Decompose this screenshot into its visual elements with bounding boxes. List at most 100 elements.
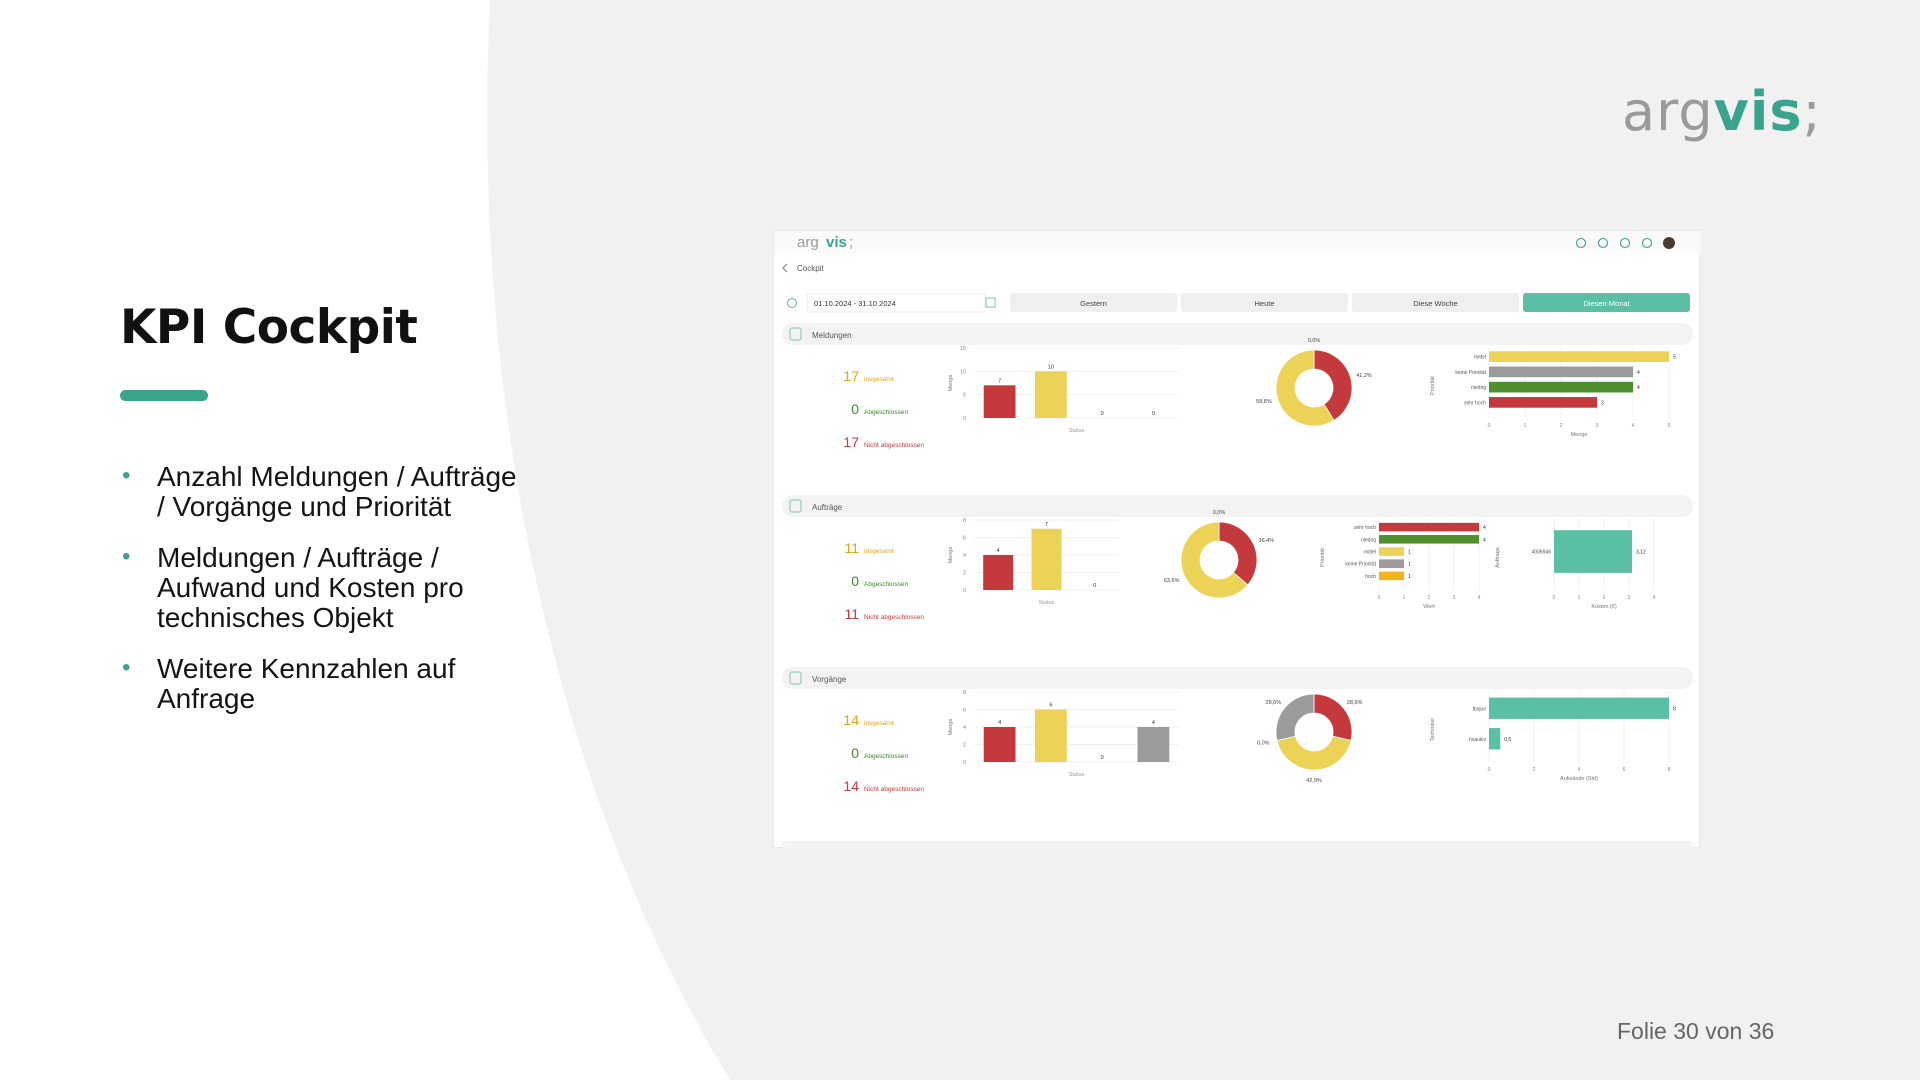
bar-tick-label: 15 xyxy=(960,346,966,352)
bar-tick-label: 10 xyxy=(960,369,966,375)
bar-value-label: 6 xyxy=(1049,703,1052,709)
section-icon xyxy=(789,499,802,513)
kpi-label: Abgeschlossen xyxy=(864,409,908,416)
bar-tick-label: 0 xyxy=(963,760,966,766)
bar-tick-label: 6 xyxy=(963,708,966,714)
hbar-tick-label: 8 xyxy=(1668,767,1671,773)
hbar xyxy=(1489,697,1669,719)
app-screenshot-canvas: arg vis ; Cockpit 01.10.2024 - 31.10.2024 Ges… xyxy=(774,231,1701,849)
donut-slice-label: 0,0% xyxy=(1257,741,1270,747)
donut-slice xyxy=(1275,693,1315,741)
bar-xlabel: Status xyxy=(1069,428,1085,434)
range-button[interactable] xyxy=(1523,293,1690,312)
donut-slice xyxy=(1218,521,1258,586)
hbar-category-label: mittel xyxy=(1364,550,1376,556)
hbar-tick-label: 2 xyxy=(1603,595,1606,601)
logo-text-semicolon: ; xyxy=(1802,80,1822,143)
app-logo-semicolon: ; xyxy=(849,234,853,251)
section-header[interactable] xyxy=(782,323,1693,345)
kpi-value: 0 xyxy=(851,745,859,761)
user-avatar[interactable] xyxy=(1663,237,1675,249)
hbar-category-label: sehr hoch xyxy=(1354,525,1376,531)
range-button[interactable] xyxy=(1010,293,1177,312)
section-title[interactable]: Aufträge xyxy=(812,503,843,512)
hbar-category-label: hoch xyxy=(1365,574,1376,580)
donut-slice-label: 42,9% xyxy=(1306,778,1322,784)
kpi-label: insgesamt xyxy=(864,548,894,555)
date-range-input[interactable] xyxy=(806,293,986,313)
hbar-value-label: 1 xyxy=(1408,574,1411,580)
hbar-axis-title: Priorität xyxy=(1430,376,1436,395)
slide-title: KPI Cockpit xyxy=(120,300,418,355)
section-header[interactable] xyxy=(782,667,1693,689)
logo-text-vis: vis xyxy=(1713,80,1803,143)
hbar-value-label: 8 xyxy=(1673,706,1676,712)
donut-slice-label: 0,0% xyxy=(1308,338,1321,344)
hbar xyxy=(1489,366,1633,378)
hbar-xlabel: Aufwände (Std) xyxy=(1560,776,1598,782)
hbar xyxy=(1379,571,1404,581)
bar-tick-label: 4 xyxy=(963,725,966,731)
range-button-label: Diesen Monat xyxy=(1583,299,1630,308)
kpi-label: Abgeschlossen xyxy=(864,581,908,588)
hbar-tick-label: 0 xyxy=(1553,595,1556,601)
bullet-item: • Meldungen / Aufträge / Aufwand und Kost… xyxy=(120,543,520,633)
bullet-text: Meldungen / Aufträge / Aufwand und Koste… xyxy=(157,542,464,633)
kpi-value: 14 xyxy=(843,778,859,794)
range-button[interactable] xyxy=(1352,293,1519,312)
hbar-tick-label: 6 xyxy=(1623,767,1626,773)
printer-icon[interactable] xyxy=(1619,237,1631,249)
hbar-tick-label: 1 xyxy=(1403,595,1406,601)
section-title[interactable]: Vorgänge xyxy=(812,675,847,684)
calendar-icon[interactable] xyxy=(985,297,996,308)
date-range-value: 01.10.2024 - 31.10.2024 xyxy=(814,299,896,308)
bar-value-label: 0 xyxy=(1101,755,1104,761)
range-button-label: Heute xyxy=(1254,299,1274,308)
hbar-category-label: mittel xyxy=(1474,355,1486,361)
app-logo-arg: arg xyxy=(797,234,819,251)
hbar xyxy=(1489,351,1669,362)
bar-value-label: 7 xyxy=(1045,522,1048,528)
hbar-tick-label: 0 xyxy=(1488,423,1491,429)
info-icon[interactable] xyxy=(1597,237,1609,249)
send-icon[interactable] xyxy=(1641,237,1653,249)
hbar-tick-label: 0 xyxy=(1378,595,1381,601)
kpi-value: 14 xyxy=(843,712,859,728)
bar-value-label: 4 xyxy=(998,720,1001,726)
donut-slice xyxy=(1276,735,1352,771)
hbar-value-label: 0,5 xyxy=(1504,737,1511,743)
hbar-axis-title: Auftrage xyxy=(1495,547,1501,568)
hbar-tick-label: 0 xyxy=(1488,767,1491,773)
bar-tick-label: 0 xyxy=(963,588,966,594)
hbar-value-label: 1 xyxy=(1408,562,1411,568)
range-button[interactable] xyxy=(1181,293,1348,312)
bar-tick-label: 8 xyxy=(963,518,966,524)
hbar-value-label: 4 xyxy=(1483,537,1486,543)
breadcrumb[interactable]: Cockpit xyxy=(797,264,824,273)
hbar-tick-label: 4 xyxy=(1478,595,1481,601)
donut-slice-label: 41,2% xyxy=(1356,373,1372,379)
section-title[interactable]: Meldungen xyxy=(812,331,852,340)
bar xyxy=(983,727,1016,762)
section-header[interactable] xyxy=(782,495,1693,517)
hbar-tick-label: 4 xyxy=(1578,767,1581,773)
hbar-category-label: tbsjue xyxy=(1473,706,1487,712)
bar xyxy=(1137,727,1170,762)
app-screenshot: arg vis; Cockpit 01.10.2024 - 31.10.2024 Ges… xyxy=(773,230,1701,849)
hbar-axis-title: Priorität xyxy=(1320,548,1326,567)
bullet-dot-icon: • xyxy=(122,543,131,570)
refresh-icon[interactable] xyxy=(786,297,798,309)
back-chevron-icon[interactable] xyxy=(782,263,788,273)
bar xyxy=(1034,709,1067,762)
kpi-value: 11 xyxy=(844,606,859,622)
hbar-xlabel: Kosten (€) xyxy=(1591,604,1617,610)
brand-logo: argvis; xyxy=(1622,80,1822,143)
hbar-tick-label: 5 xyxy=(1668,423,1671,429)
slide-number: Folie 30 von 36 xyxy=(1617,1018,1775,1044)
hbar-category-label: hsaukiv xyxy=(1469,737,1486,743)
kpi-value: 0 xyxy=(851,401,859,417)
kpi-value: 11 xyxy=(844,540,859,556)
bar-ylabel: Menge xyxy=(948,547,954,564)
bell-icon[interactable] xyxy=(1575,237,1587,249)
hbar-tick-label: 4 xyxy=(1653,595,1656,601)
